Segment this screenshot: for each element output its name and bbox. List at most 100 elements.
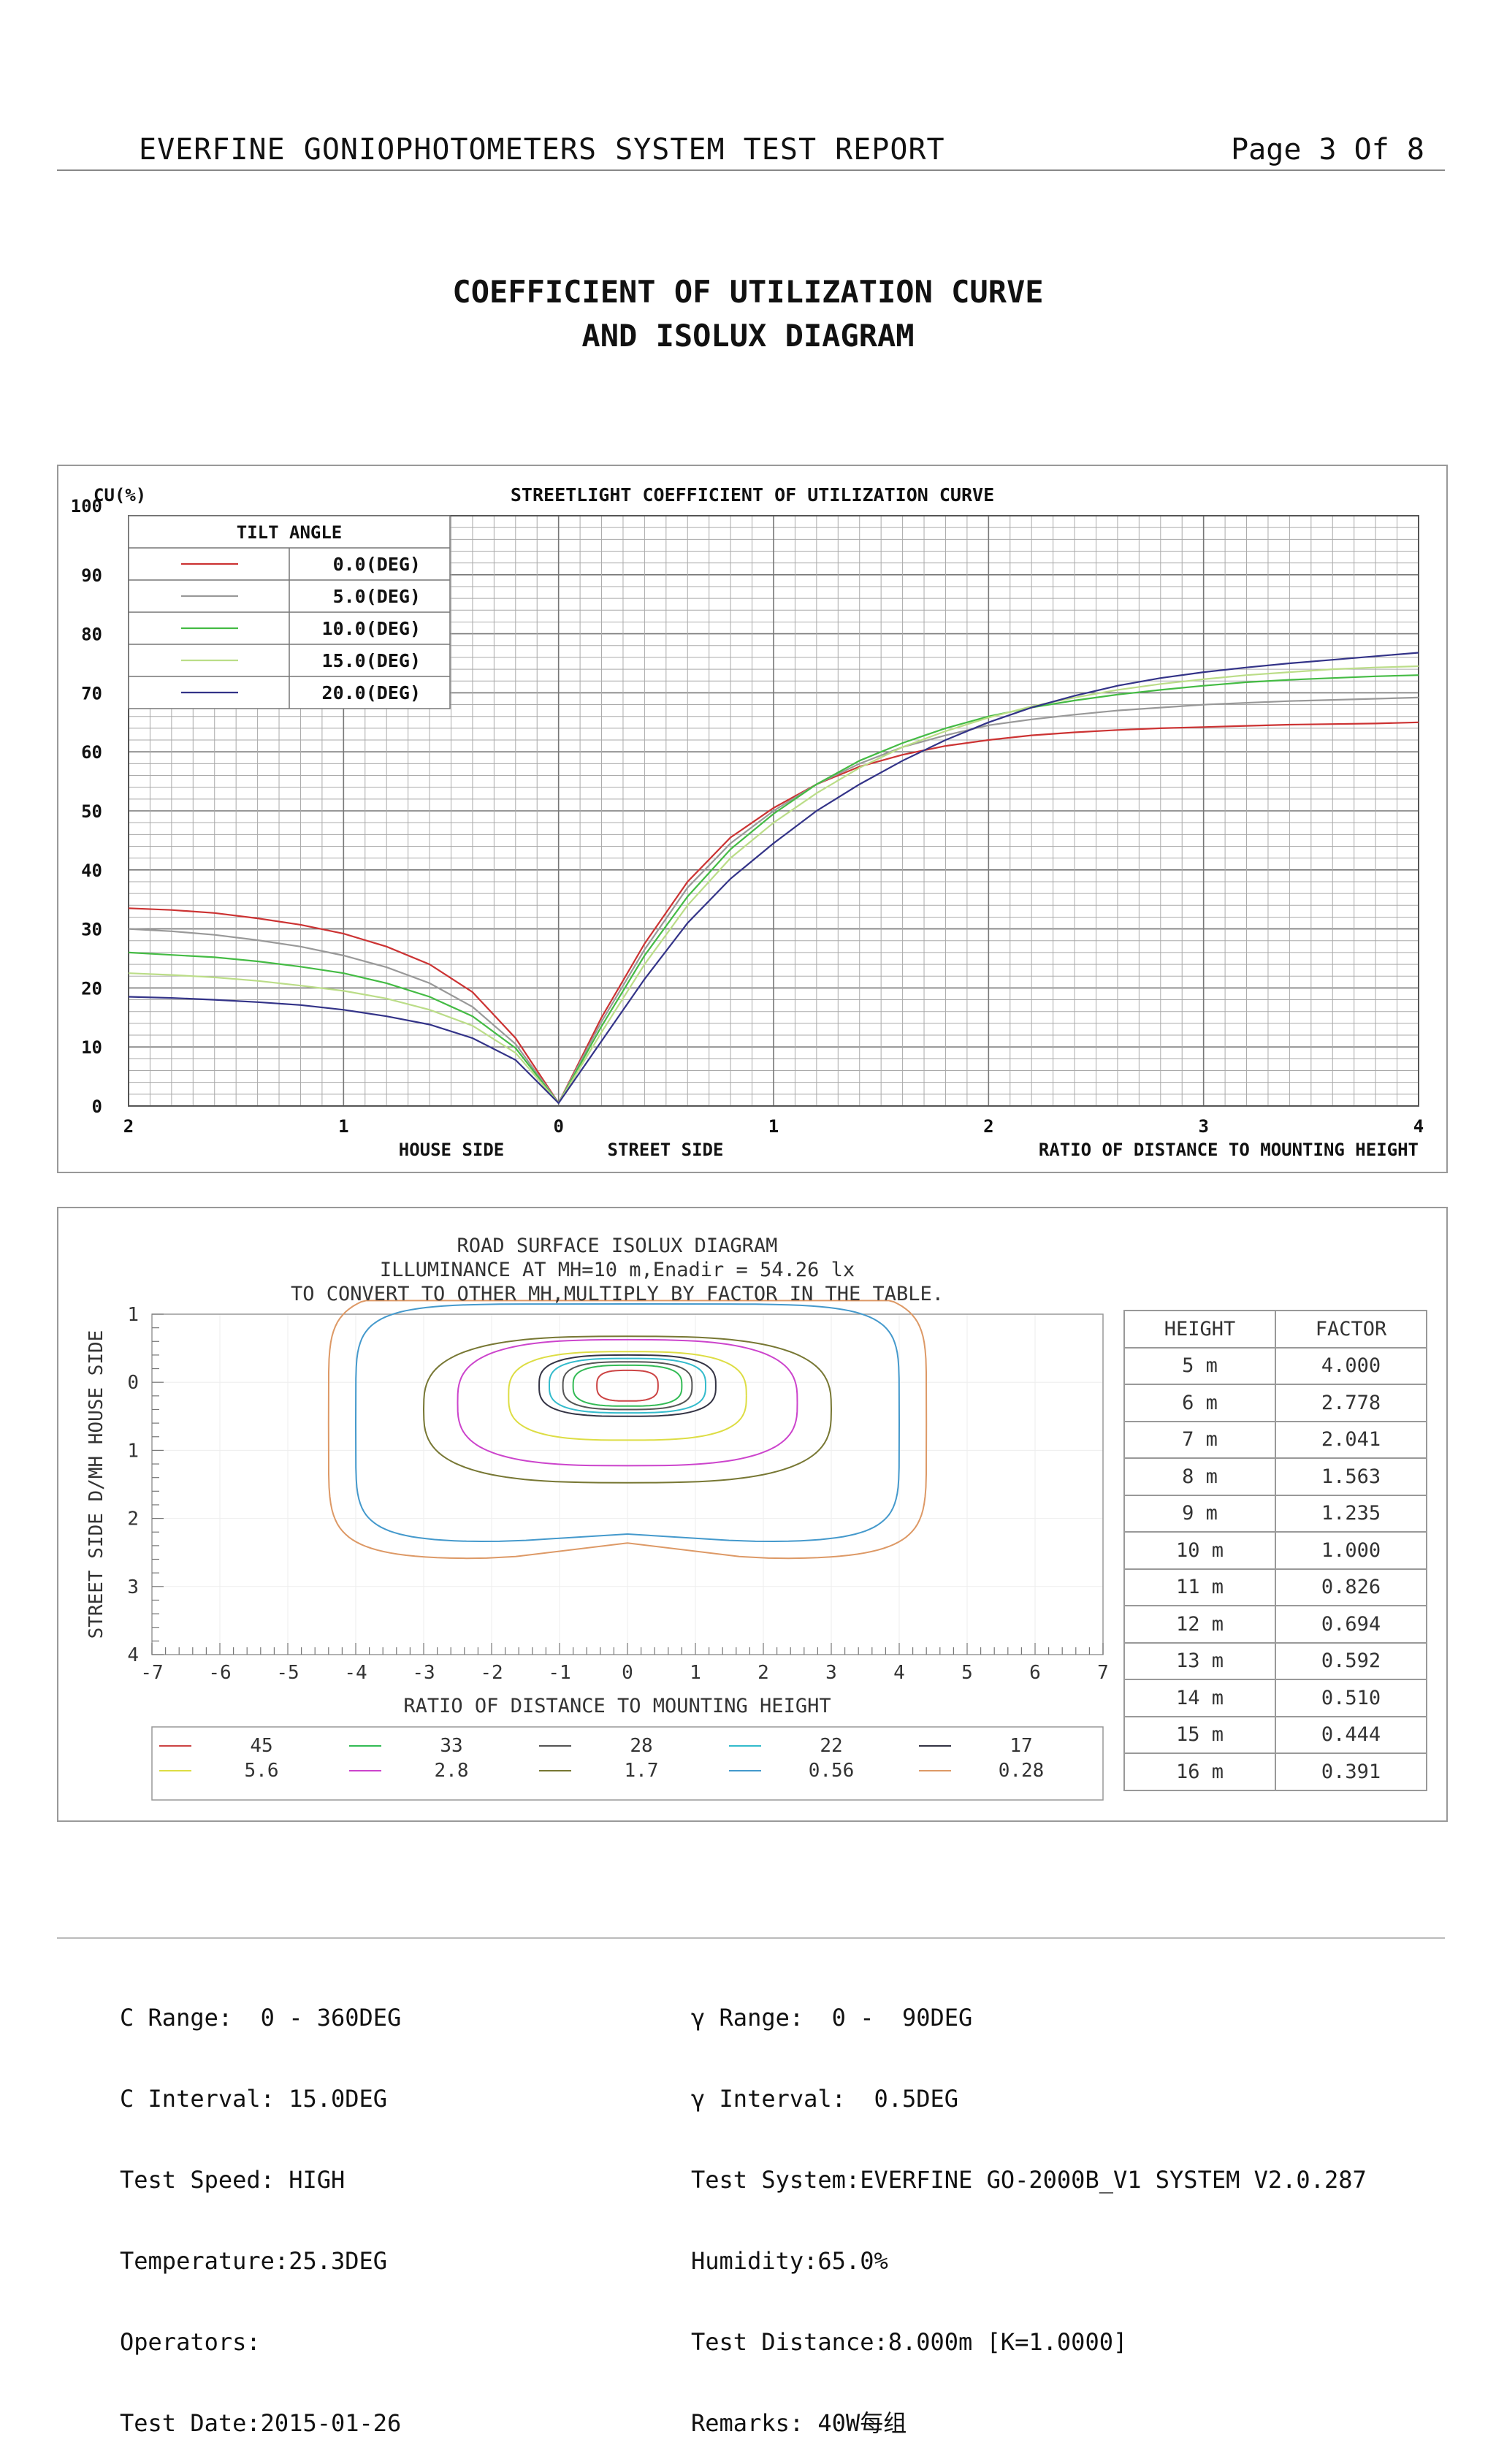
cu-legend-label: 15.0(DEG) — [322, 650, 421, 671]
main-title-line1: COEFFICIENT OF UTILIZATION CURVE — [452, 274, 1044, 310]
factor-table-row: 12 m 0.694 — [1123, 1605, 1427, 1644]
cu-xtick-label: 4 — [1413, 1116, 1424, 1137]
cu-chart: TILT ANGLE 0.0(DEG) 5.0(DEG) 10.0(DEG) 15.0(… — [71, 484, 1424, 1160]
isolux-title: ROAD SURFACE ISOLUX DIAGRAM — [457, 1235, 778, 1257]
factor-table-row: 8 m 1.563 — [1123, 1457, 1427, 1496]
isolux-xtick-label: 1 — [690, 1662, 701, 1684]
gamma-interval: γ Interval: 0.5DEG — [691, 2085, 959, 2113]
isolux-grid — [151, 1313, 1104, 1655]
factor-table-row: 6 m 2.778 — [1123, 1384, 1427, 1422]
isolux-legend-label: 5.6 — [245, 1760, 279, 1782]
cu-text: STREETLIGHT COEFFICIENT OF UTILIZATION C… — [71, 484, 1424, 1160]
factor-table-row: 5 m 4.000 — [1123, 1346, 1427, 1385]
house-side-label: HOUSE SIDE — [399, 1140, 505, 1160]
test-system: Test System:EVERFINE GO-2000B_V1 SYSTEM … — [691, 2166, 1367, 2194]
cu-ytick-label: 40 — [81, 861, 102, 881]
isolux-xtick-label: -4 — [344, 1662, 367, 1684]
factor-table-cell: 0.826 — [1275, 1568, 1427, 1606]
isolux-legend-label: 0.28 — [999, 1760, 1045, 1782]
street-side-label: STREET SIDE — [608, 1140, 724, 1160]
isolux-ytick-label: 2 — [127, 1508, 139, 1530]
cu-legend-title: TILT ANGLE — [237, 522, 343, 543]
cu-xtick-label: 3 — [1198, 1116, 1208, 1137]
isolux-contour — [562, 1361, 693, 1411]
isolux-ytick-label: 0 — [127, 1372, 139, 1394]
factor-table-cell: 11 m — [1123, 1568, 1276, 1606]
factor-table-row: 9 m 1.235 — [1123, 1494, 1427, 1533]
cu-series-line — [128, 696, 1419, 1105]
factor-table-row: 15 m 0.444 — [1123, 1715, 1427, 1754]
isolux-legend-box — [151, 1726, 1104, 1801]
main-title-line2: AND ISOLUX DIAGRAM — [581, 318, 915, 354]
isolux-contours — [327, 1300, 928, 1560]
factor-table-cell: 15 m — [1123, 1715, 1276, 1754]
factor-table-row: 16 m 0.391 — [1123, 1752, 1427, 1791]
isolux-contour — [538, 1354, 717, 1417]
cu-ylabel: CU(%) — [94, 485, 146, 506]
test-speed: Test Speed: HIGH — [120, 2166, 346, 2194]
isolux-ytick-label: 4 — [127, 1644, 139, 1666]
isolux-legend: 45 33 28 22 17 5.6 2.8 1.7 0.56 0.28 — [151, 1726, 1104, 1801]
footer-left: C Range: 0 - 360DEG C Interval: 15.0DEG … — [120, 1950, 401, 2464]
cu-ytick-label: 20 — [81, 978, 102, 999]
isolux-xtick-label: 0 — [622, 1662, 633, 1684]
factor-table-row: 14 m 0.510 — [1123, 1679, 1427, 1717]
factor-table-cell: 12 m — [1123, 1605, 1276, 1644]
factor-table-header-row: HEIGHT FACTOR — [1123, 1310, 1427, 1349]
cu-plot-border — [128, 515, 1419, 1107]
factor-table-cell: 0.444 — [1275, 1715, 1427, 1754]
factor-table-cell: 16 m — [1123, 1752, 1276, 1791]
isolux-legend-label: 1.7 — [625, 1760, 659, 1782]
cu-xtick-label: 2 — [983, 1116, 993, 1137]
isolux-legend-label: 2.8 — [435, 1760, 469, 1782]
isolux-legend-label: 17 — [1010, 1735, 1032, 1757]
factor-table-header: FACTOR — [1275, 1310, 1427, 1349]
factor-table-cell: 9 m — [1123, 1494, 1276, 1533]
isolux-xtick-label: -7 — [140, 1662, 163, 1684]
isolux-xtick-label: -6 — [208, 1662, 231, 1684]
isolux-ytick-label: 1 — [127, 1440, 139, 1462]
cu-series-line — [128, 674, 1419, 1105]
factor-table-cell: 14 m — [1123, 1679, 1276, 1717]
factor-table-cell: 8 m — [1123, 1457, 1276, 1496]
cu-ytick-label: 0 — [92, 1096, 102, 1117]
factor-table-cell: 4.000 — [1275, 1346, 1427, 1385]
isolux-contour — [508, 1351, 747, 1441]
factor-table-cell: 5 m — [1123, 1346, 1276, 1385]
isolux-contour — [354, 1302, 900, 1543]
isolux-ytick-label: 3 — [127, 1576, 139, 1598]
factor-table-cell: 1.235 — [1275, 1494, 1427, 1533]
cu-ytick-label: 30 — [81, 920, 102, 940]
isolux-xlabel: RATIO OF DISTANCE TO MOUNTING HEIGHT — [403, 1695, 831, 1717]
cu-legend-label: 20.0(DEG) — [322, 682, 421, 703]
factor-table-cell: 1.563 — [1275, 1457, 1427, 1496]
factor-table-row: 7 m 2.041 — [1123, 1420, 1427, 1459]
isolux-xtick-label: -5 — [276, 1662, 299, 1684]
cu-legend-label: 0.0(DEG) — [333, 554, 421, 575]
gamma-range: γ Range: 0 - 90DEG — [691, 2004, 973, 2032]
page-number: Page 3 Of 8 — [1231, 133, 1424, 167]
cu-xtick-label: 1 — [768, 1116, 779, 1137]
cu-grid — [128, 515, 1419, 1107]
cu-ytick-label: 50 — [81, 801, 102, 822]
factor-table-cell: 7 m — [1123, 1420, 1276, 1459]
cu-ytick-label: 70 — [81, 683, 102, 703]
factor-table-cell: 0.510 — [1275, 1679, 1427, 1717]
isolux-contour — [548, 1357, 706, 1414]
isolux-ylabel: STREET SIDE D/MH HOUSE SIDE — [85, 1330, 107, 1639]
factor-table-row: 10 m 1.000 — [1123, 1531, 1427, 1570]
isolux-legend-label: 45 — [250, 1735, 272, 1757]
isolux-xtick-label: 7 — [1097, 1662, 1109, 1684]
isolux-contour — [596, 1369, 659, 1402]
temperature: Temperature:25.3DEG — [120, 2247, 388, 2275]
footer-divider — [57, 1937, 1445, 1939]
isolux-contour — [572, 1364, 683, 1407]
isolux-legend-label: 0.56 — [809, 1760, 855, 1782]
factor-table-cell: 0.391 — [1275, 1752, 1427, 1791]
cu-xtick-label: 2 — [123, 1116, 134, 1137]
footer-right: γ Range: 0 - 90DEG γ Interval: 0.5DEG Te… — [691, 1950, 1367, 2464]
isolux-legend-label: 28 — [630, 1735, 652, 1757]
